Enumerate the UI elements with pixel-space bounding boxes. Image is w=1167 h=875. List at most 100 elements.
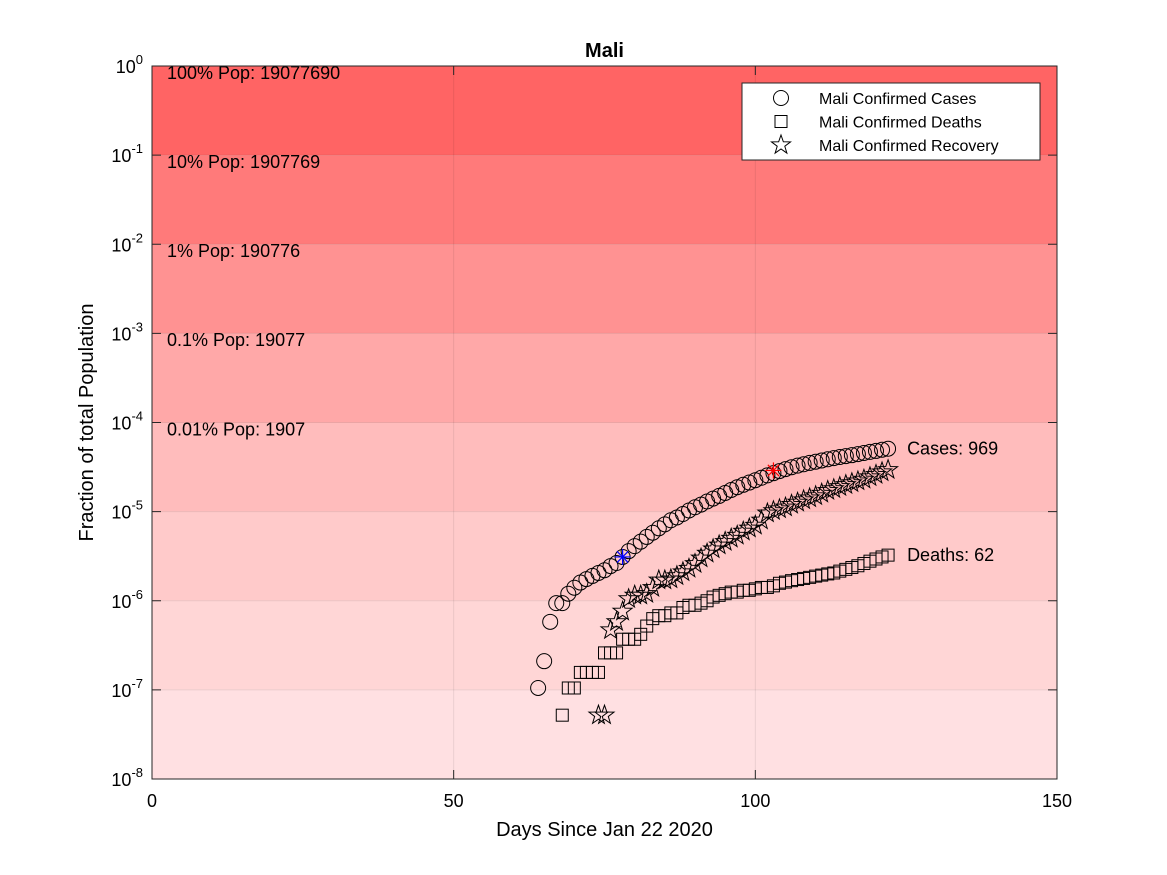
y-tick-label: 10-5 [111,498,143,523]
data-point [536,653,553,670]
data-point [620,543,637,560]
data-point [650,520,667,537]
plot-series [530,440,900,725]
legend-marker [773,90,789,106]
y-tick-label: 10-1 [111,141,143,166]
data-point [837,448,854,465]
population-band-labels: 100% Pop: 19077690 10% Pop: 1907769 1% Pop… [167,63,340,440]
y-tick-label: 10-7 [111,676,143,701]
data-point [567,681,581,695]
series-end-label: Deaths: 62 [907,545,994,565]
data-point [587,703,610,725]
data-point [789,457,806,474]
data-point [819,451,836,468]
data-point [605,610,628,632]
data-point [635,582,658,604]
data-point [846,469,869,491]
population-band [152,155,1057,245]
data-point [825,450,842,467]
highlight-marker [614,548,631,565]
y-tick-label: 100 [116,52,143,77]
data-point [554,595,571,612]
data-point [647,568,670,590]
legend-entry: Mali Confirmed Deaths [819,115,982,132]
data-point [868,442,884,459]
data-point [644,524,661,541]
data-point [877,458,900,480]
data-point [591,665,605,679]
data-point [880,440,897,457]
data-point [874,441,891,458]
x-tick-label: 150 [1042,791,1072,811]
data-point [548,595,565,612]
data-point [801,454,818,471]
chart-title: Mali [585,40,624,62]
x-axis-ticks: 0 50 100 150 [147,66,1072,811]
data-point [759,467,776,484]
population-band-label: 0.01% Pop: 1907 [167,419,305,439]
population-band-label: 1% Pop: 190776 [167,241,300,261]
data-point [810,481,833,503]
data-point [807,453,824,470]
data-point [831,449,848,466]
data-point [777,461,794,478]
y-tick-label: 10-2 [111,230,143,255]
y-axis-ticks: 10-8 10-7 10-6 10-5 10-4 10-3 10-2 10-1 100 [111,52,1057,790]
data-point [542,613,559,630]
y-tick-label: 10-8 [111,765,143,790]
data-point [560,585,577,602]
data-point [780,493,803,514]
population-band [152,333,1057,423]
data-point [626,538,643,555]
population-band-label: 10% Pop: 1907769 [167,152,320,172]
data-point [865,463,887,484]
x-tick-label: 0 [147,791,157,811]
data-point [623,583,646,605]
data-point [530,679,547,696]
data-point [656,516,673,533]
data-point [849,446,866,463]
data-point [786,490,809,512]
data-point [756,501,779,523]
legend-marker [770,133,792,155]
data-point [596,562,613,579]
data-point [871,460,893,482]
population-band-label: 100% Pop: 19077690 [167,63,340,83]
y-tick-label: 10-3 [111,319,143,344]
highlight-markers [614,462,782,565]
legend: Mali Confirmed Cases Mali Confirmed Death… [741,82,1041,161]
data-point [861,443,878,460]
highlight-marker [765,462,782,479]
data-point [881,548,895,562]
y-tick-label: 10-4 [111,409,143,434]
data-point [804,484,827,506]
legend-entry: Mali Confirmed Cases [819,91,976,108]
legend-marker [774,115,788,128]
data-point [744,513,767,535]
data-point [566,579,583,596]
data-point [859,465,881,487]
population-band-label: 0.1% Pop: 19077 [167,330,305,350]
data-point [783,459,800,476]
data-point [593,703,616,725]
y-tick-label: 10-6 [111,587,143,612]
y-axis-title: Fraction of total Population [76,304,98,542]
data-point [608,555,625,572]
legend-entry: Mali Confirmed Recovery [819,138,999,155]
data-point [774,495,797,517]
series-end-label: Cases: 969 [907,439,998,459]
data-point [768,497,791,519]
legend-box [741,82,1041,161]
data-point [843,447,860,464]
data-point [611,599,634,621]
series-end-labels: Cases: 969 Deaths: 62 [907,439,998,565]
data-point [813,452,830,469]
data-point [555,708,569,722]
data-point [855,444,872,461]
population-band [152,244,1057,334]
data-point [653,568,676,590]
x-axis-title: Days Since Jan 22 2020 [496,819,713,841]
population-band [152,511,1057,601]
data-point [638,528,655,545]
